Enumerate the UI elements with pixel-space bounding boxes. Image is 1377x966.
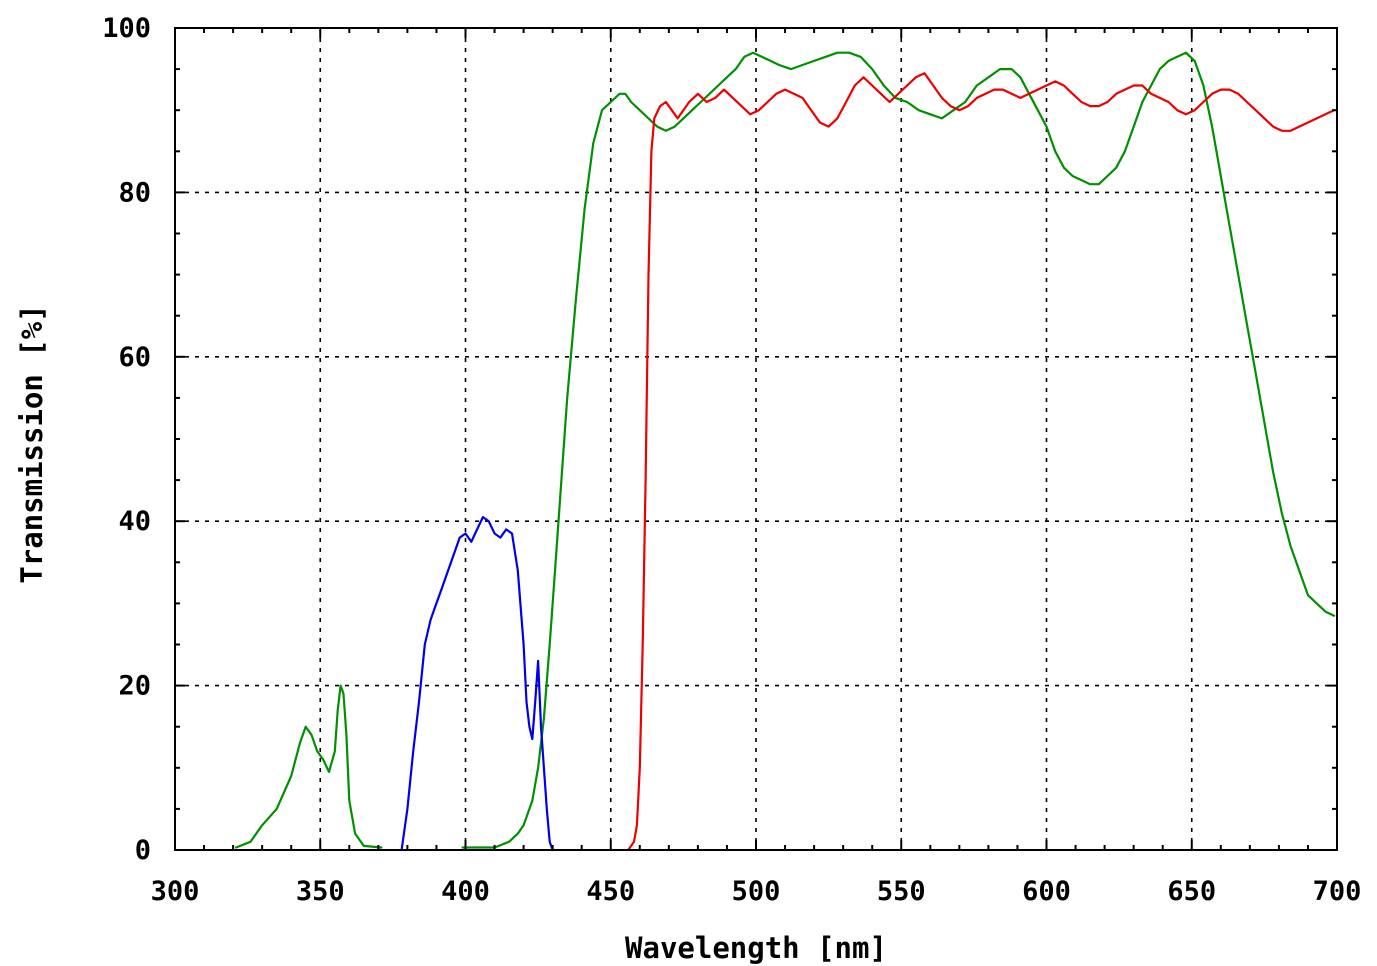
y-tick-label: 0 [135,835,151,866]
y-tick-label: 80 [118,177,151,208]
x-axis-title: Wavelength [nm] [625,931,887,965]
x-tick-label: 650 [1167,876,1216,907]
plot-series [234,51,1336,852]
x-tick-label: 700 [1313,876,1362,907]
series-2 [627,72,1336,852]
axis-ticks [174,27,1338,851]
x-tick-label: 350 [296,876,345,907]
tick-labels: 300 350 400 450 500 550 600 650 700 0 20 40 60 80 100 [102,13,1361,907]
y-tick-label: 100 [102,13,151,44]
y-axis-title: Transmission [%] [15,304,49,583]
grid-lines [175,28,1337,850]
x-tick-label: 500 [732,876,781,907]
series-0 [234,51,1336,849]
x-tick-label: 450 [586,876,635,907]
series-line [400,515,554,852]
y-tick-label: 60 [118,342,151,373]
series-1 [400,515,554,852]
series-line [627,72,1336,852]
x-tick-label: 400 [441,876,490,907]
series-line [234,684,383,849]
x-tick-label: 550 [877,876,926,907]
y-tick-label: 40 [118,506,151,537]
y-tick-label: 20 [118,671,151,702]
x-tick-label: 600 [1022,876,1071,907]
x-tick-label: 300 [151,876,200,907]
series-line [461,51,1336,849]
